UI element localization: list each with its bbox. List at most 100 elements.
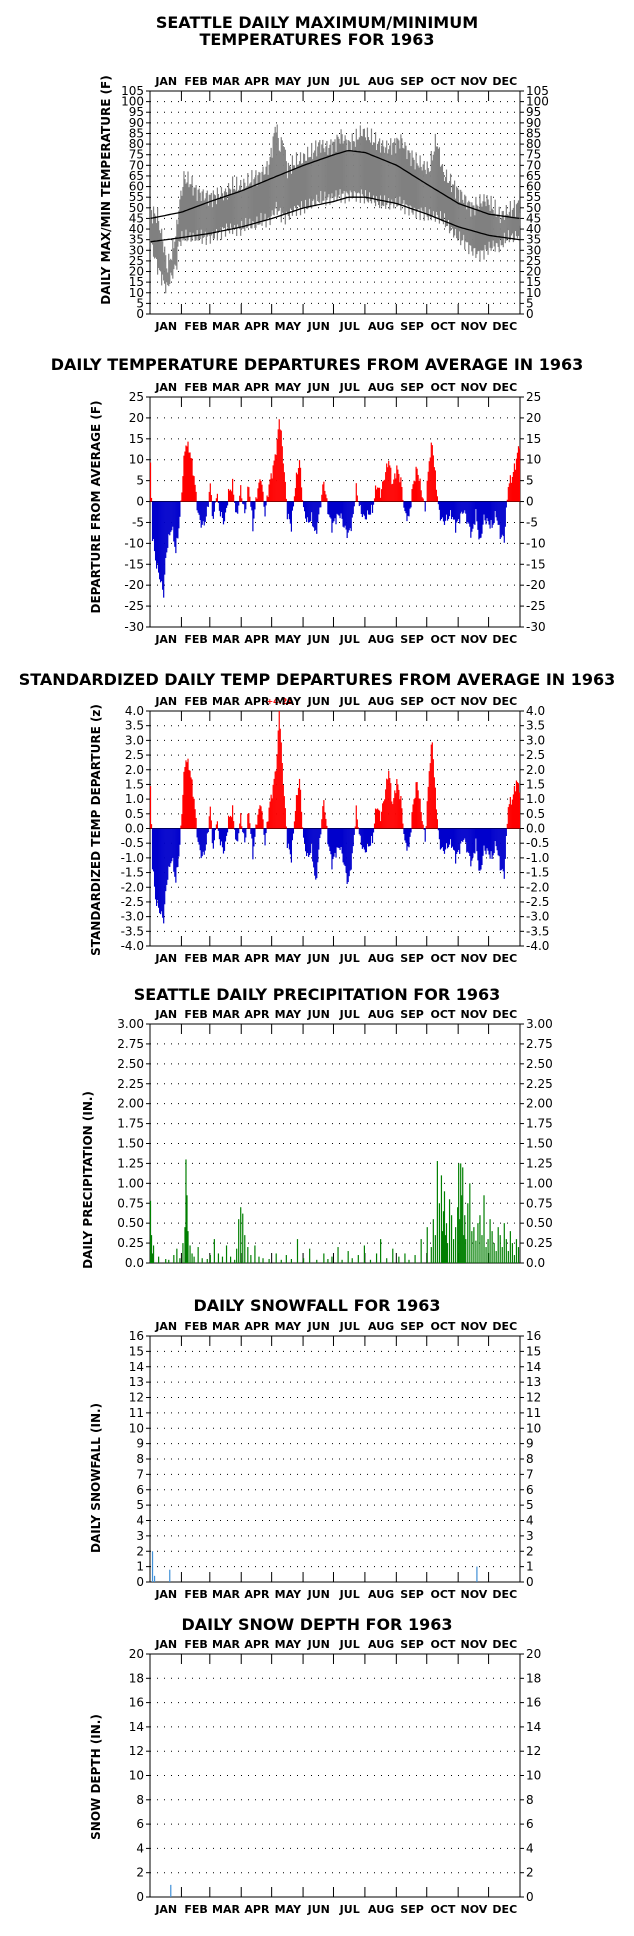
precip-ytick-label-right: 1.50 — [526, 1137, 553, 1151]
standardized-ytick-label-left: 1.5 — [125, 777, 144, 791]
snowdepth-month-label-top: OCT — [430, 1638, 455, 1651]
snowfall-ytick-label-right: 5 — [526, 1498, 534, 1512]
temps-month-label-top: OCT — [430, 75, 455, 88]
standardized-month-label-top: SEP — [400, 695, 424, 708]
precip-ytick-label-right: 0.25 — [526, 1236, 553, 1250]
departures-month-label-bottom: MAR — [212, 633, 240, 646]
snowfall-ytick-label-right: 2 — [526, 1544, 534, 1558]
departures-month-label-top: OCT — [430, 381, 455, 394]
temps-ytick-label-right: 40 — [526, 222, 541, 236]
precip-month-label-top: JUN — [307, 1008, 330, 1021]
temps-ytick-label-right: 70 — [526, 158, 541, 172]
departures-month-label-bottom: NOV — [460, 633, 487, 646]
standardized-ytick-label-right: -0.5 — [526, 836, 549, 850]
standardized-max-annotation: +4.2z — [266, 697, 292, 706]
snowdepth-ytick-label-right: 14 — [526, 1720, 541, 1734]
departures-title: DAILY TEMPERATURE DEPARTURES FROM AVERAG… — [51, 355, 584, 374]
temps-ytick-label-right: 50 — [526, 201, 541, 215]
standardized-month-label-bottom: SEP — [400, 952, 424, 965]
departures-month-label-top: APR — [244, 381, 270, 394]
standardized-ytick-label-right: 1.5 — [526, 777, 545, 791]
snowdepth-ytick-label-left: 8 — [136, 1793, 144, 1807]
standardized-ytick-label-right: -2.5 — [526, 895, 549, 909]
departures-ytick-label-right: -15 — [526, 557, 546, 571]
precip-ytick-label-left: 0.0 — [125, 1256, 144, 1270]
precip-month-label-top: JUL — [339, 1008, 360, 1021]
departures-ytick-label-left: -5 — [132, 515, 144, 529]
snowdepth-month-label-bottom: SEP — [400, 1903, 424, 1916]
standardized-month-label-top: JUL — [339, 695, 360, 708]
temps-ytick-label-right: 90 — [526, 116, 541, 130]
standardized-month-label-bottom: NOV — [460, 952, 487, 965]
departures-ytick-label-right: -5 — [526, 515, 538, 529]
snowfall-ytick-label-right: 9 — [526, 1437, 534, 1451]
temps-ytick-label-right: 100 — [526, 95, 549, 109]
snowfall-month-label-bottom: MAR — [212, 1588, 240, 1601]
snowdepth-month-label-bottom: FEB — [184, 1903, 207, 1916]
temps-ytick-label-right: 30 — [526, 243, 541, 257]
standardized-ytick-label-left: 0.5 — [125, 807, 144, 821]
snowfall-ytick-label-left: 11 — [129, 1406, 144, 1420]
snowfall-ytick-label-right: 1 — [526, 1560, 534, 1574]
snowfall-ytick-label-right: 3 — [526, 1529, 534, 1543]
temps-ytick-label-right: 10 — [526, 286, 541, 300]
precip-month-label-top: JAN — [154, 1008, 177, 1021]
snowfall-ytick-label-left: 9 — [136, 1437, 144, 1451]
temps-month-label-bottom: AUG — [368, 320, 394, 333]
snowfall-ytick-label-left: 15 — [129, 1344, 144, 1358]
precip-ytick-label-right: 0.0 — [526, 1256, 545, 1270]
snowfall-month-label-top: JAN — [154, 1320, 177, 1333]
departures-month-label-top: MAY — [275, 381, 302, 394]
departures-ytick-label-left: 5 — [136, 474, 144, 488]
temps-ytick-label-left: 20 — [129, 265, 144, 279]
temps-ytick-label-right: 65 — [526, 169, 541, 183]
snowdepth-ytick-label-left: 16 — [129, 1696, 144, 1710]
snowfall-month-label-top: OCT — [430, 1320, 455, 1333]
snowdepth-ytick-label-left: 2 — [136, 1866, 144, 1880]
precipitation-panel: SEATTLE DAILY PRECIPITATION FOR 1963 DAI… — [81, 985, 553, 1270]
precip-ytick-label-left: 2.75 — [117, 1037, 144, 1051]
snowfall-ytick-label-right: 7 — [526, 1467, 534, 1481]
snowfall-month-label-top: FEB — [184, 1320, 207, 1333]
departures-plot-frame — [149, 396, 521, 628]
temps-ytick-label-left: 25 — [129, 254, 144, 268]
snowfall-ytick-label-left: 3 — [136, 1529, 144, 1543]
departures-ytick-label-right: 5 — [526, 474, 534, 488]
standardized-title: STANDARDIZED DAILY TEMP DEPARTURES FROM … — [19, 670, 616, 689]
departures-month-label-bottom: OCT — [430, 633, 455, 646]
precip-ytick-label-right: 0.75 — [526, 1196, 553, 1210]
temps-ytick-label-right: 45 — [526, 211, 541, 225]
snowfall-month-label-bottom: JUN — [307, 1588, 330, 1601]
departures-ytick-label-left: 10 — [129, 453, 144, 467]
standardized-month-label-top: FEB — [184, 695, 207, 708]
standardized-ytick-label-right: 4.0 — [526, 704, 545, 718]
snow-depth-panel: DAILY SNOW DEPTH FOR 1963 SNOW DEPTH (IN… — [89, 1615, 541, 1916]
departures-ytick-label-right: 15 — [526, 432, 541, 446]
precip-ytick-label-left: 1.75 — [117, 1117, 144, 1131]
temperature-departure-panel: DAILY TEMPERATURE DEPARTURES FROM AVERAG… — [51, 355, 584, 646]
departures-month-label-bottom: JAN — [154, 633, 177, 646]
temps-ytick-label-left: 90 — [129, 116, 144, 130]
temps-month-label-top: JUN — [307, 75, 330, 88]
temps-ytick-label-left: 60 — [129, 180, 144, 194]
snowfall-month-label-top: MAY — [275, 1320, 302, 1333]
departures-month-label-bottom: MAY — [275, 633, 302, 646]
snowdepth-month-label-top: MAY — [275, 1638, 302, 1651]
snowdepth-ytick-label-right: 0 — [526, 1890, 534, 1904]
snowfall-ytick-label-left: 4 — [136, 1514, 144, 1528]
snowdepth-ytick-label-right: 6 — [526, 1817, 534, 1831]
standardized-ytick-label-left: -4.0 — [121, 939, 144, 953]
standardized-month-label-bottom: JAN — [154, 952, 177, 965]
departures-ytick-label-right: 25 — [526, 390, 541, 404]
snowfall-plot-frame — [149, 1335, 521, 1583]
temps-month-label-bottom: APR — [244, 320, 270, 333]
standardized-ytick-label-left: 2.0 — [125, 763, 144, 777]
standardized-month-label-bottom: DEC — [492, 952, 517, 965]
snowdepth-month-label-top: JUN — [307, 1638, 330, 1651]
standardized-ytick-label-right: -2.0 — [526, 880, 549, 894]
snowfall-ytick-label-right: 8 — [526, 1452, 534, 1466]
departures-ytick-label-left: -10 — [124, 536, 144, 550]
snowfall-month-label-bottom: AUG — [368, 1588, 394, 1601]
departures-ytick-label-left: -15 — [124, 557, 144, 571]
snowdepth-month-label-bottom: MAY — [275, 1903, 302, 1916]
